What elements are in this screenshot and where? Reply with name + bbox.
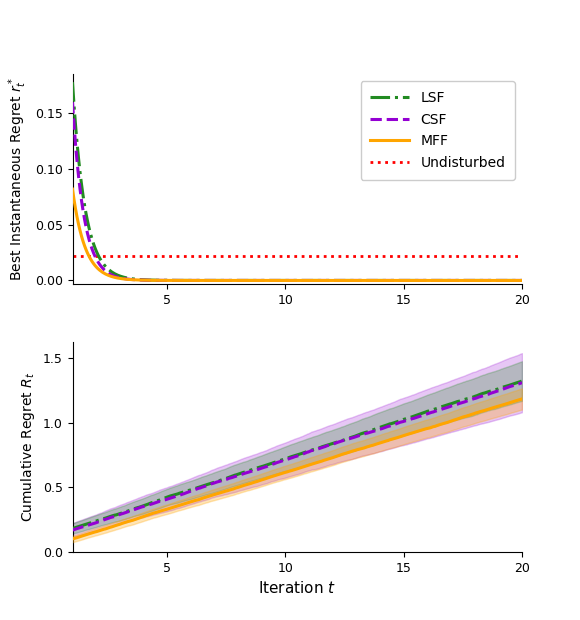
Undisturbed: [69, 252, 76, 260]
CSF: [69, 99, 76, 106]
MFF: [476, 277, 483, 284]
CSF: [448, 277, 455, 284]
MFF: [335, 277, 342, 284]
Line: LSF: LSF: [72, 82, 522, 280]
X-axis label: Iteration $t$: Iteration $t$: [258, 580, 336, 596]
LSF: [69, 79, 76, 86]
CSF: [335, 277, 342, 284]
LSF: [448, 277, 455, 284]
Y-axis label: Cumulative Regret $R_t$: Cumulative Regret $R_t$: [19, 372, 37, 522]
CSF: [476, 277, 483, 284]
CSF: [519, 277, 525, 284]
LSF: [519, 277, 525, 284]
MFF: [519, 277, 525, 284]
LSF: [335, 277, 342, 284]
Legend: LSF, CSF, MFF, Undisturbed: LSF, CSF, MFF, Undisturbed: [361, 81, 515, 180]
Y-axis label: Best Instantaneous Regret $r_t^*$: Best Instantaneous Regret $r_t^*$: [6, 77, 29, 281]
MFF: [71, 196, 78, 203]
CSF: [71, 121, 78, 128]
Undisturbed: [45, 252, 52, 260]
MFF: [448, 277, 455, 284]
LSF: [344, 277, 351, 284]
Line: MFF: MFF: [72, 189, 522, 280]
MFF: [69, 185, 76, 193]
LSF: [336, 277, 343, 284]
MFF: [336, 277, 343, 284]
Line: CSF: CSF: [72, 102, 522, 280]
CSF: [336, 277, 343, 284]
CSF: [344, 277, 351, 284]
LSF: [71, 101, 78, 108]
MFF: [344, 277, 351, 284]
LSF: [476, 277, 483, 284]
